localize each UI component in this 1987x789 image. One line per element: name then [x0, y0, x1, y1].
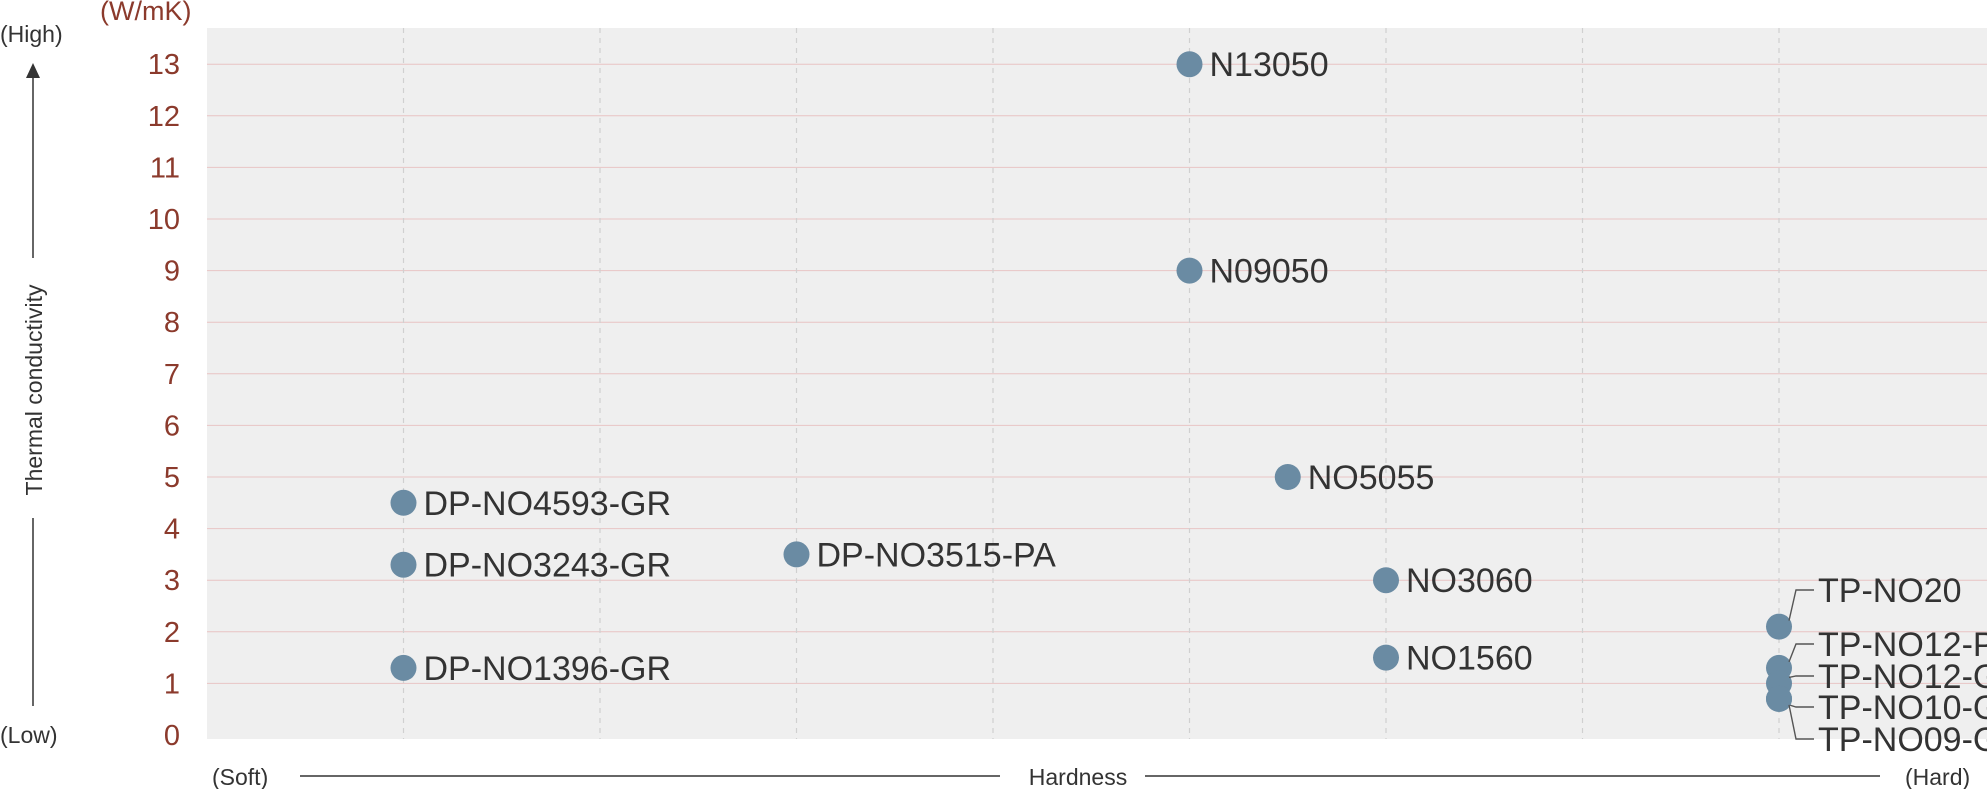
y-tick-label: 3 [164, 565, 180, 597]
y-tick-label: 5 [164, 462, 180, 494]
y-tick-label: 6 [164, 410, 180, 442]
point-label: DP-NO1396-GR [424, 650, 672, 688]
y-tick-label: 7 [164, 359, 180, 391]
data-point: DP-NO1396-GR [390, 650, 672, 688]
y-tick-label: 9 [164, 256, 180, 288]
point-marker [1766, 685, 1792, 712]
y-tick-label: 11 [150, 152, 180, 184]
point-label: NO3060 [1406, 562, 1533, 600]
data-point: DP-NO3515-PA [783, 536, 1057, 574]
point-marker [1176, 257, 1203, 284]
y-axis-arrow-head [26, 63, 40, 78]
leader-line [1788, 643, 1814, 663]
point-label: NO1560 [1406, 640, 1533, 678]
point-label: TP-NO12-GF [1818, 658, 1987, 696]
y-high-label: (High) [0, 21, 63, 47]
point-marker [390, 489, 417, 516]
data-points: DP-NO4593-GR DP-NO3243-GR DP-NO1396-GR DP-N… [390, 46, 1987, 759]
point-label: N09050 [1210, 253, 1329, 291]
leader-line [1788, 704, 1814, 708]
point-label: TP-NO09-GF [1818, 721, 1987, 759]
y-axis-label: Thermal conductivity [21, 284, 47, 495]
point-marker [390, 654, 417, 681]
y-tick-label: 12 [148, 101, 180, 133]
y-tick-label: 1 [164, 668, 180, 700]
y-tick-label: 0 [164, 720, 180, 752]
leader-line [1788, 704, 1814, 740]
x-low-label: (Soft) [212, 764, 268, 789]
data-point: NO1560 [1373, 640, 1533, 678]
data-point: TP-NO20 [1766, 572, 1962, 640]
data-point: NO5055 [1274, 459, 1435, 497]
data-point: TP-NO09-GF [1766, 685, 1987, 759]
point-marker [1766, 613, 1792, 640]
point-label: TP-NO12-PI [1818, 626, 1987, 664]
x-high-label: (Hard) [1905, 764, 1970, 789]
y-tick-label: 10 [148, 204, 180, 236]
point-label: DP-NO3243-GR [424, 547, 672, 585]
data-point: N13050 [1176, 46, 1329, 84]
y-tick-label: 4 [164, 514, 180, 546]
data-point: TP-NO10-GF [1766, 685, 1987, 727]
gridlines [207, 28, 1987, 739]
point-label: TP-NO10-GF [1818, 689, 1987, 727]
plot-area [207, 28, 1987, 739]
point-marker [1373, 567, 1399, 594]
point-marker [1274, 464, 1301, 490]
y-tick-label: 2 [164, 617, 180, 649]
data-point: N09050 [1176, 253, 1329, 291]
leader-line [1788, 675, 1814, 679]
data-point: TP-NO12-PI [1766, 626, 1987, 681]
y-tick-label: 13 [148, 49, 180, 81]
point-label: DP-NO4593-GR [424, 485, 672, 523]
leader-line [1788, 589, 1814, 621]
data-point: DP-NO4593-GR [390, 485, 672, 523]
point-marker [783, 541, 810, 568]
data-point: NO3060 [1373, 562, 1533, 600]
y-low-label: (Low) [0, 722, 58, 748]
data-point: DP-NO3243-GR [390, 547, 672, 585]
x-axis-label: Hardness [1029, 764, 1127, 789]
point-label: DP-NO3515-PA [817, 536, 1057, 574]
point-label: N13050 [1210, 46, 1329, 84]
point-label: NO5055 [1308, 459, 1435, 497]
point-label: TP-NO20 [1818, 572, 1962, 610]
y-unit-label: (W/mK) [100, 0, 191, 26]
point-marker [1176, 51, 1203, 78]
y-tick-label: 8 [164, 307, 180, 339]
point-marker [1373, 644, 1399, 671]
point-marker [390, 551, 417, 578]
